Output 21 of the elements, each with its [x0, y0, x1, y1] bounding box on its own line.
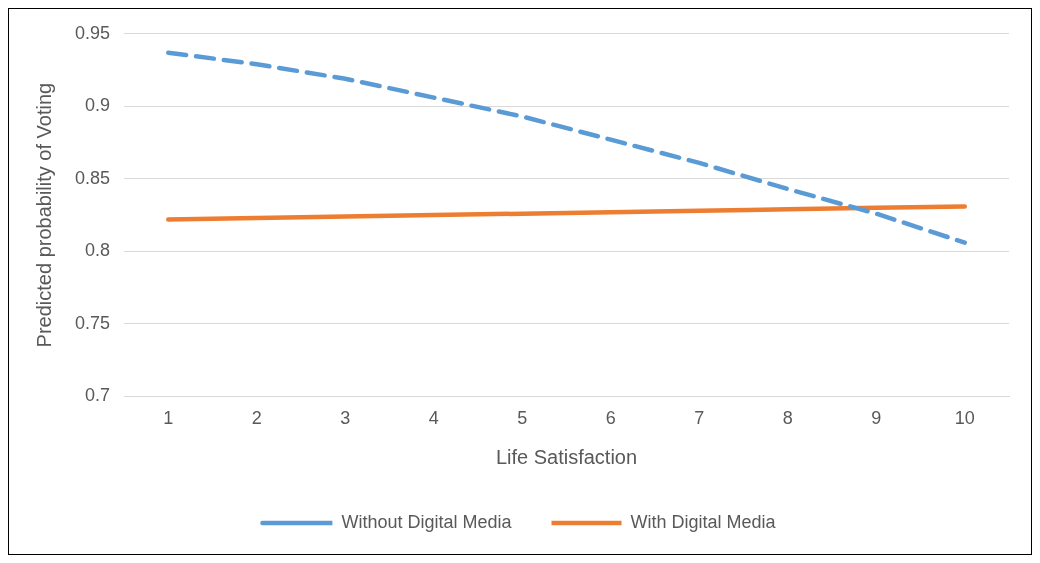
x-tick-label: 5	[517, 408, 528, 429]
x-tick-label: 9	[871, 408, 882, 429]
y-tick-label: 0.75	[74, 312, 111, 333]
x-tick-label: 4	[428, 408, 439, 429]
line-series	[166, 50, 967, 245]
legend-label: With Digital Media	[630, 511, 777, 532]
x-tick-label: 6	[605, 408, 616, 429]
y-tick-label: 0.95	[74, 22, 111, 43]
x-tick-label: 2	[251, 408, 262, 429]
x-tick-label: 7	[694, 408, 705, 429]
y-tick-label: 0.9	[85, 95, 111, 116]
x-tick-label: 1	[163, 408, 174, 429]
x-tick-label: 3	[340, 408, 351, 429]
y-tick-label: 0.85	[74, 167, 111, 188]
legend-label: Without Digital Media	[341, 511, 513, 532]
y-tick-label: 0.7	[85, 385, 111, 406]
x-tick-label: 10	[954, 408, 975, 429]
x-axis-title: Life Satisfaction	[495, 445, 638, 468]
y-axis-title: Predicted probability of Voting	[32, 82, 55, 348]
x-tick-label: 8	[782, 408, 793, 429]
y-tick-label: 0.8	[85, 240, 111, 261]
